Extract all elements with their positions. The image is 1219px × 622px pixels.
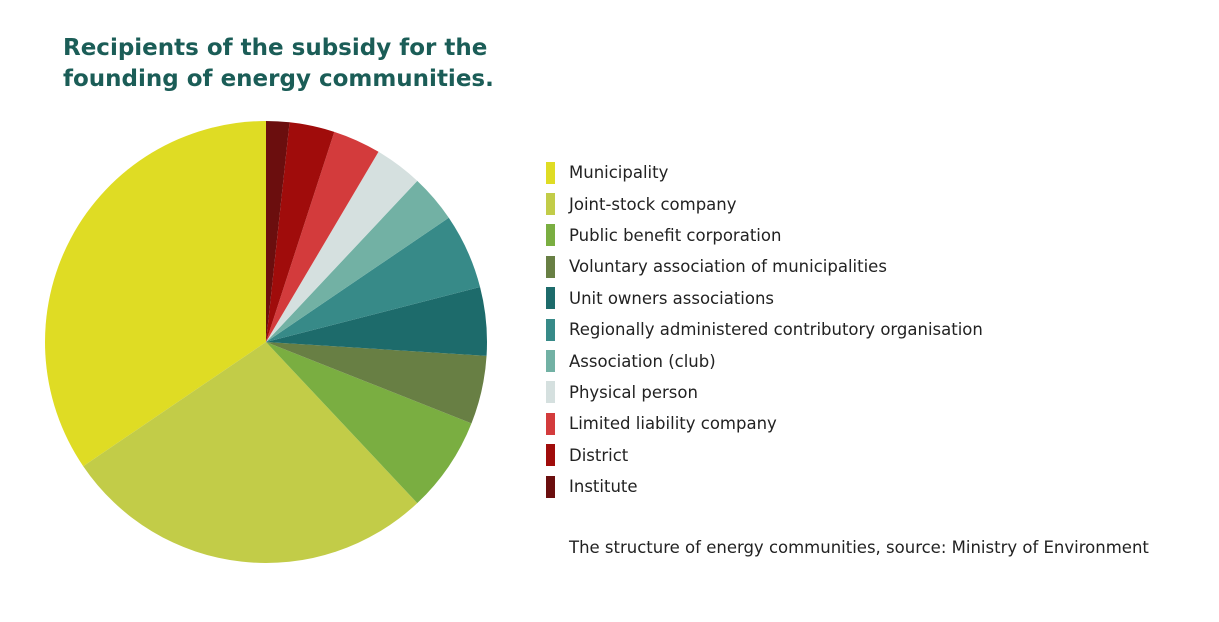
pie-slice <box>83 342 418 563</box>
pie-slice <box>266 287 487 356</box>
chart-title: Recipients of the subsidy for the foundi… <box>63 35 494 92</box>
legend-label: Unit owners associations <box>569 288 775 308</box>
legend-label: Public benefit corporation <box>569 225 782 245</box>
legend-label: Voluntary association of municipalities <box>569 257 887 277</box>
legend-item: Voluntary association of municipalities <box>546 251 983 282</box>
pie-slice <box>266 122 335 343</box>
legend-label: Municipality <box>569 163 669 183</box>
legend-item: Joint-stock company <box>546 188 983 219</box>
pie-slice <box>45 121 267 467</box>
legend-swatch <box>546 318 555 341</box>
legend-label: District <box>569 445 629 465</box>
legend-item: Limited liability company <box>546 408 983 439</box>
legend-swatch <box>546 381 555 404</box>
legend-swatch <box>546 350 555 373</box>
legend-swatch <box>546 412 555 435</box>
pie-slice <box>266 151 418 342</box>
legend-item: Public benefit corporation <box>546 220 983 251</box>
legend-label: Institute <box>569 477 638 497</box>
legend-item: Institute <box>546 471 983 502</box>
pie-slice <box>266 131 379 342</box>
pie-slice <box>266 217 481 342</box>
legend-item: Municipality <box>546 157 983 188</box>
legend-item: District <box>546 440 983 471</box>
legend: Municipality Joint-stock company Public be… <box>546 157 983 502</box>
legend-swatch <box>546 287 555 310</box>
pie-slice <box>266 342 487 424</box>
legend-label: Limited liability company <box>569 414 777 434</box>
legend-item: Unit owners associations <box>546 283 983 314</box>
pie-slice <box>266 121 290 342</box>
legend-swatch <box>546 475 555 498</box>
legend-item: Physical person <box>546 377 983 408</box>
note: The structure of energy communities, sou… <box>569 538 1149 557</box>
chart <box>45 121 487 563</box>
legend-swatch <box>546 255 555 278</box>
legend-item: Association (club) <box>546 345 983 376</box>
legend-swatch <box>546 161 555 184</box>
legend-swatch <box>546 224 555 247</box>
pie-slice <box>266 342 472 504</box>
legend-swatch <box>546 193 555 216</box>
legend-swatch <box>546 444 555 467</box>
legend-label: Association (club) <box>569 351 716 371</box>
legend-label: Physical person <box>569 382 698 402</box>
legend-item: Regionally administered contributory org… <box>546 314 983 345</box>
legend-label: Joint-stock company <box>569 194 737 214</box>
legend-label: Regionally administered contributory org… <box>569 320 983 340</box>
pie-slice <box>266 180 449 342</box>
